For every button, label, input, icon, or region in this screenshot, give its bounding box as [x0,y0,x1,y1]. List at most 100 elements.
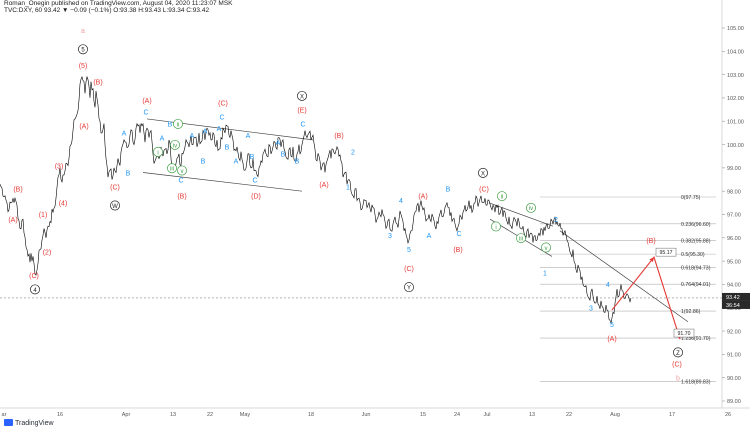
wave-label-circle [170,139,180,150]
wave-label-text: B [250,154,255,161]
wave-label-text: i [495,225,496,231]
x-tick-label: 22 [207,412,213,418]
chart-publisher-line: Roman_Onegin published on TradingView.co… [4,0,233,7]
wave-label: 4 [30,284,40,295]
y-tick-label: 101.00 [727,119,744,125]
wave-label-text: A [246,133,251,140]
last-price-badge [722,292,750,301]
wave-label: (C) [110,184,120,191]
tradingview-footer[interactable]: TradingView [4,419,54,427]
wave-label-text: (A) [142,98,151,105]
wave-label-circle [526,202,536,213]
wave-label-text: A [160,135,165,142]
wave-label-text: 4 [399,198,403,205]
wave-label-text: 2 [351,149,355,156]
wave-label-circle [177,165,187,176]
wave-label: A [122,131,127,138]
wave-label-circle [78,44,88,55]
x-tick-label: 15 [420,412,426,418]
wave-label-text: A [203,128,208,135]
wave-label-text: (B) [646,238,655,245]
wave-label-text: (C) [672,361,682,368]
wave-label-text: B [126,170,131,177]
wave-label-text: (3) [55,163,64,170]
wave-label-text: A [190,133,195,140]
y-tick-label: 92.00 [727,329,741,335]
y-tick-label: 99.00 [727,166,741,172]
wave-label: (C) [479,187,489,194]
channel-line [142,172,303,192]
wave-label: iv [170,139,180,150]
wave-label: A [203,128,208,135]
wave-label-text: i [157,150,158,156]
wave-label: (D) [251,194,261,201]
symbol-quote-line: TVC:DXY, 60 93.42 ▼ −0.09 (−0.1%) O:93.3… [4,7,210,14]
wave-label-text: C [300,121,305,128]
wave-label-text: 3 [589,305,593,312]
wave-label: B [201,159,206,166]
wave-label-text: (C) [29,273,39,280]
wave-label-text: iv [529,206,533,212]
wave-label: i [153,146,163,157]
wave-label: ii [173,118,183,129]
wave-label-circle [110,200,120,211]
wave-label-text: 5 [610,322,614,329]
wave-label-text: b [676,375,680,382]
projection-price-box [655,247,677,257]
wave-label: (C) [218,100,228,107]
wave-label-circle [516,233,526,244]
wave-label-text: ii [177,122,180,128]
wave-label: 5 [78,44,88,55]
wave-label-circle [497,191,507,202]
time-axis[interactable]: ar 16 Apr 13 22 May 18 Jun 15 24 Jul 13 22 Aug 17 26 [0,407,750,418]
projection-price-label: 95.17 [660,250,673,256]
wave-label: a [81,28,85,35]
y-tick-label: 97.00 [727,213,741,219]
tradingview-logo-icon [4,419,13,426]
wave-label: A [217,126,222,133]
wave-label-text: C [252,177,257,184]
x-tick-label: 16 [57,412,63,418]
y-tick-label: 98.00 [727,189,741,195]
wave-label: A [427,233,432,240]
wave-label: B [126,170,131,177]
wave-label: (C) [404,266,414,273]
wave-label: (A) [418,194,427,201]
wave-label-text: X [481,171,485,177]
wave-label-circle [478,167,488,178]
wave-label-text: (5) [79,63,88,70]
wave-label: iii [167,163,177,174]
wave-label: 1 [346,184,350,191]
wave-label-text: B [168,121,173,128]
wave-label: C [178,177,183,184]
wave-label-text: A [217,126,222,133]
wave-label-text: (A) [8,217,17,224]
wave-label: (B) [334,133,343,140]
wave-label-text: iii [170,167,174,173]
wave-label: v [177,165,187,176]
wave-label: C [219,114,224,121]
wave-label: (2) [43,250,52,257]
wave-label: (E) [297,107,306,114]
wave-label-text: iii [519,237,523,243]
wave-label-text: B [201,159,206,166]
fib-level-label: 0.764(94.01) [681,282,711,288]
fib-level-label: 1.618(89.83) [681,380,711,386]
wave-label-circle [173,118,183,129]
price-axis[interactable]: 105.00 104.00 103.00 102.00 101.00 100.00 99.0… [721,0,750,408]
wave-label: (B) [177,194,186,201]
wave-label-text: (B) [453,247,462,254]
y-tick-label: 100.00 [727,143,744,149]
wave-label-text: A [427,233,432,240]
wave-label-text: (B) [93,79,102,86]
projection-price-box [673,328,695,338]
fib-levels: 0(97.75) 0.236(96.60) 0.382(95.88) 0.5(95.3… [0,195,722,386]
wave-label: B [281,152,286,159]
y-tick-label: 102.00 [727,96,744,102]
x-tick-label: ar [2,412,7,418]
y-tick-label: 96.00 [727,236,741,242]
last-price-value: 93.42 [726,295,740,301]
wave-label-text: C [178,177,183,184]
wave-label: B [295,159,300,166]
